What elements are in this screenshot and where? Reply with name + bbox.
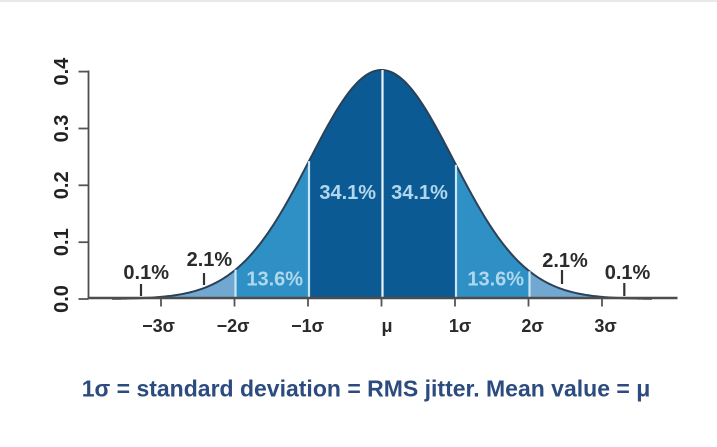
svg-text:1σ: 1σ bbox=[449, 316, 471, 336]
svg-text:0.1%: 0.1% bbox=[123, 262, 169, 284]
svg-text:34.1%: 34.1% bbox=[319, 182, 376, 204]
svg-text:2σ: 2σ bbox=[521, 316, 543, 336]
svg-text:0.0: 0.0 bbox=[51, 285, 73, 313]
svg-text:0.1: 0.1 bbox=[51, 228, 73, 256]
svg-text:2.1%: 2.1% bbox=[187, 249, 233, 271]
svg-text:0.2: 0.2 bbox=[51, 171, 73, 199]
svg-text:34.1%: 34.1% bbox=[391, 182, 448, 204]
svg-text:13.6%: 13.6% bbox=[467, 268, 524, 290]
svg-text:μ: μ bbox=[381, 316, 392, 336]
svg-text:0.3: 0.3 bbox=[51, 115, 73, 143]
svg-text:−2σ: −2σ bbox=[217, 316, 250, 336]
svg-text:3σ: 3σ bbox=[594, 316, 616, 336]
svg-text:1σ = standard deviation = RMS: 1σ = standard deviation = RMS jitter. Me… bbox=[82, 376, 651, 402]
svg-text:13.6%: 13.6% bbox=[246, 268, 303, 290]
svg-text:0.1%: 0.1% bbox=[605, 262, 651, 284]
svg-text:−1σ: −1σ bbox=[291, 316, 324, 336]
svg-text:2.1%: 2.1% bbox=[542, 250, 588, 272]
svg-text:−3σ: −3σ bbox=[142, 316, 175, 336]
svg-text:0.4: 0.4 bbox=[51, 57, 73, 86]
